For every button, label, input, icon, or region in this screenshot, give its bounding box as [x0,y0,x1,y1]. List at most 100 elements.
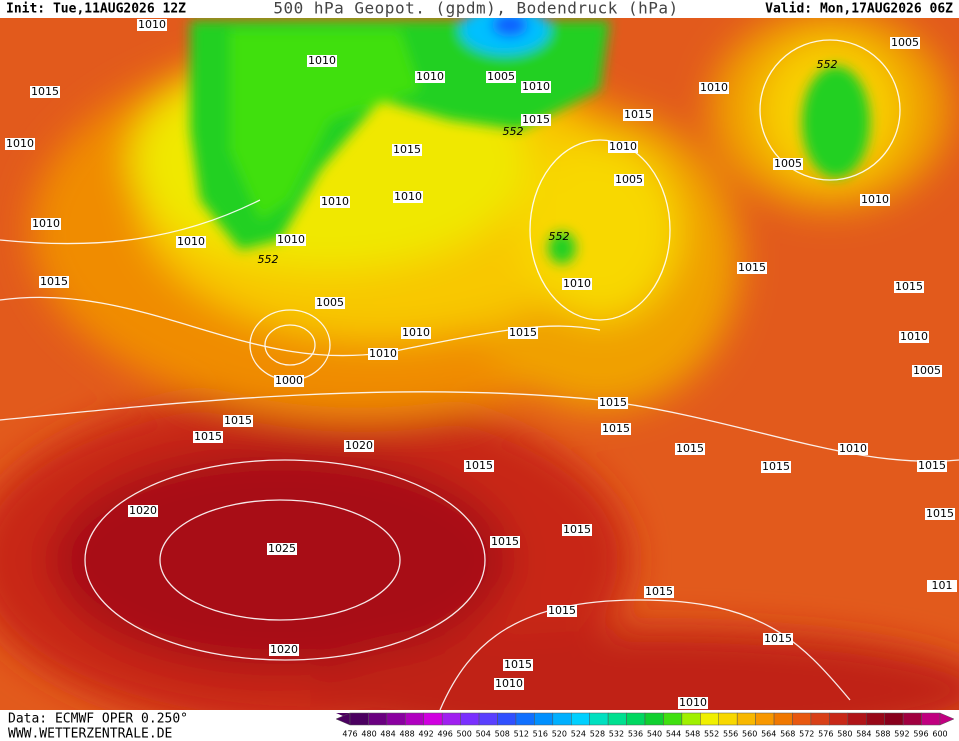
colorbar: 476 480 484 488 492 496 500 504 508 512 516 520 524 5… [335,712,955,739]
label-box [490,536,520,548]
label-box [838,443,868,455]
label-box [494,678,524,690]
label-box [644,586,674,598]
label-box [912,365,942,377]
colorbar-label: 528 [590,730,605,739]
label-box [894,281,924,293]
pressure-label: 1010 [700,81,728,94]
colorbar-swatch [405,712,424,726]
pressure-label: 1010 [277,233,305,246]
colorbar-label: 516 [533,730,548,739]
label-box [223,415,253,427]
pressure-label: 1015 [645,585,673,598]
height-label: 552 [549,230,570,243]
label-box [30,86,60,98]
label-box [276,234,306,246]
pressure-label: 1010 [861,193,889,206]
pressure-label: 1000 [275,374,303,387]
label-box [890,37,920,49]
pressure-label: 1005 [774,157,802,170]
pressure-label: 1010 [900,330,928,343]
colorbar-swatch [552,712,572,726]
label-box [860,194,890,206]
colorbar-swatch [792,712,812,726]
colorbar-label: 532 [609,730,624,739]
pressure-label: 1010 [32,217,60,230]
pressure-label: 1010 [308,54,336,67]
colorbar-swatch [773,712,793,726]
label-box [320,196,350,208]
pressure-label: 1010 [495,677,523,690]
label-box [401,327,431,339]
pressure-label: 1015 [918,459,946,472]
pressure-label: 1015 [895,280,923,293]
pressure-label: 1020 [270,643,298,656]
pressure-label: 1005 [615,173,643,186]
colorbar-swatch [497,712,517,726]
colorbar-label: 560 [742,730,757,739]
colorbar-label: 552 [704,730,719,739]
pressure-label: 1010 [369,347,397,360]
height-label: 552 [503,125,524,138]
colorbar-swatch [349,712,369,726]
colorbar-swatch [423,712,443,726]
pressure-label: 1015 [504,658,532,671]
label-box [598,397,628,409]
colorbar-swatch [829,712,849,726]
label-box [193,431,223,443]
pressure-label: 1015 [602,422,630,435]
label-box [614,174,644,186]
pressure-label: 1010 [416,70,444,83]
colorbar-label: 564 [761,730,776,739]
pressure-label: 1015 [509,326,537,339]
colorbar-swatch [718,712,738,726]
pressure-label: 1015 [676,442,704,455]
colorbar-swatch [810,712,830,726]
label-box [464,460,494,472]
pressure-label: 1010 [609,140,637,153]
label-box [486,71,516,83]
map-title: 500 hPa Geopot. (gpdm), Bodendruck (hPa) [273,0,678,18]
colorbar-label: 492 [418,730,433,739]
pressure-label: 1005 [487,70,515,83]
label-box [927,580,957,592]
website: WWW.WETTERZENTRALE.DE [8,727,172,741]
pressure-label: 1015 [762,460,790,473]
pressure-label: 1010 [138,18,166,31]
label-box [521,81,551,93]
pressure-label: 1020 [345,439,373,452]
pressure-label: 1010 [394,190,422,203]
pressure-label: 1010 [679,696,707,709]
label-box [5,138,35,150]
map-field [0,18,959,710]
colorbar-label: 476 [342,730,357,739]
colorbar-label: 576 [818,730,833,739]
colorbar-label: 484 [380,730,395,739]
pressure-label: 1015 [40,275,68,288]
colorbar-label: 496 [438,730,453,739]
colorbar-label: 596 [913,730,928,739]
colorbar-swatch [515,712,535,726]
pressure-label: 1010 [522,80,550,93]
label-box [562,278,592,290]
colorbar-label: 488 [399,730,414,739]
pressure-label: 1005 [316,296,344,309]
label-box [608,141,638,153]
label-box [307,55,337,67]
pressure-label: 1010 [563,277,591,290]
label-box [269,644,299,656]
colorbar-label: 572 [799,730,814,739]
label-box [547,605,577,617]
pressure-label: 1015 [624,108,652,121]
colorbar-label: 544 [666,730,681,739]
colorbar-label: 556 [723,730,738,739]
colorbar-swatch [755,712,775,726]
colorbar-swatch [478,712,498,726]
colorbar-swatch [626,712,646,726]
pressure-label: 1005 [891,36,919,49]
colorbar-arrow [939,712,955,726]
colorbar-label: 548 [685,730,700,739]
colorbar-swatch [534,712,554,726]
